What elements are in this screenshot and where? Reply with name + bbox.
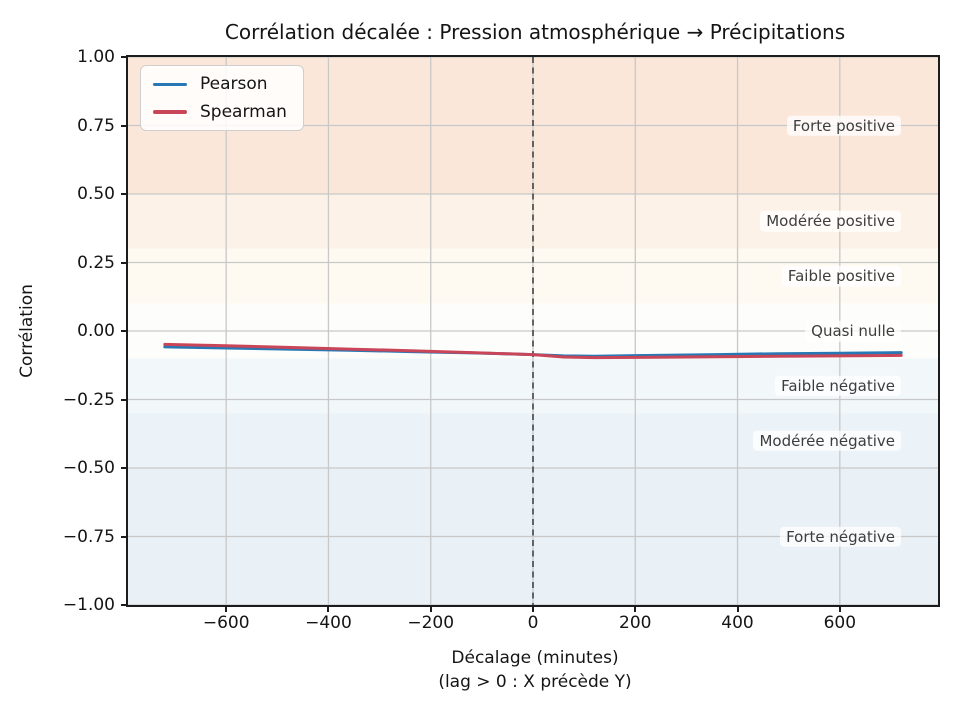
spearman-line-swatch [153,110,187,114]
y-tick [121,330,126,332]
x-tick-label: 0 [527,613,539,633]
x-tick [225,607,228,612]
band-label-faible-positive: Faible positive [781,265,901,287]
y-tick-label: −0.25 [62,389,115,410]
legend-label-pearson: Pearson [200,74,268,94]
y-tick-label: 0.50 [77,184,115,204]
y-tick-label: 0.25 [77,252,115,273]
x-tick-label: −200 [407,613,455,633]
spearman-line [163,342,903,360]
legend: Pearson Spearman [140,65,304,132]
x-tick [429,607,432,612]
y-tick [121,193,126,195]
x-tick [736,607,739,612]
y-tick-label: −0.75 [62,526,115,547]
x-tick-label: 400 [721,613,754,633]
y-tick [121,467,126,469]
x-tick-label: 200 [619,613,652,633]
band-label-quasi-nulle: Quasi nulle [805,320,901,342]
x-tick-label: 600 [823,613,857,633]
x-tick [634,607,637,612]
x-axis-label-line1: Décalage (minutes) [451,648,619,668]
y-tick-label: 0.00 [77,321,115,341]
y-tick-label: 0.75 [77,115,115,136]
x-axis-label-line2: (lag > 0 : X précède Y) [438,672,632,693]
band-label-modérée-positive: Modérée positive [760,211,901,232]
band-label-forte-négative: Forte négative [780,526,901,547]
legend-label-spearman: Spearman [200,101,287,122]
y-tick [121,56,126,58]
y-tick-label: −1.00 [62,595,115,615]
legend-item-spearman: Spearman [153,101,287,122]
x-tick-label: −600 [202,613,250,633]
y-tick-label: 1.00 [77,47,115,67]
x-tick [838,607,841,612]
band-label-faible-négative: Faible négative [775,375,901,397]
chart-title: Corrélation décalée : Pression atmosphér… [224,20,846,44]
plot-area: Pearson Spearman Forte positive Modérée p… [126,55,940,607]
pearson-line-swatch [153,82,187,87]
band-label-forte-positive: Forte positive [786,115,901,136]
y-axis-label: Corrélation [17,284,37,378]
y-tick [121,124,126,127]
band-label-modérée-négative: Modérée négative [753,430,901,451]
x-axis-label: Décalage (minutes) (lag > 0 : X précède … [128,646,942,694]
y-tick [121,398,126,401]
x-tick [327,607,330,612]
x-tick [532,607,534,612]
y-tick [121,535,126,538]
x-tick-label: −400 [305,613,352,633]
y-tick [121,604,126,606]
legend-item-pearson: Pearson [153,75,287,94]
y-tick [121,261,126,264]
y-tick-label: −0.50 [62,458,115,478]
